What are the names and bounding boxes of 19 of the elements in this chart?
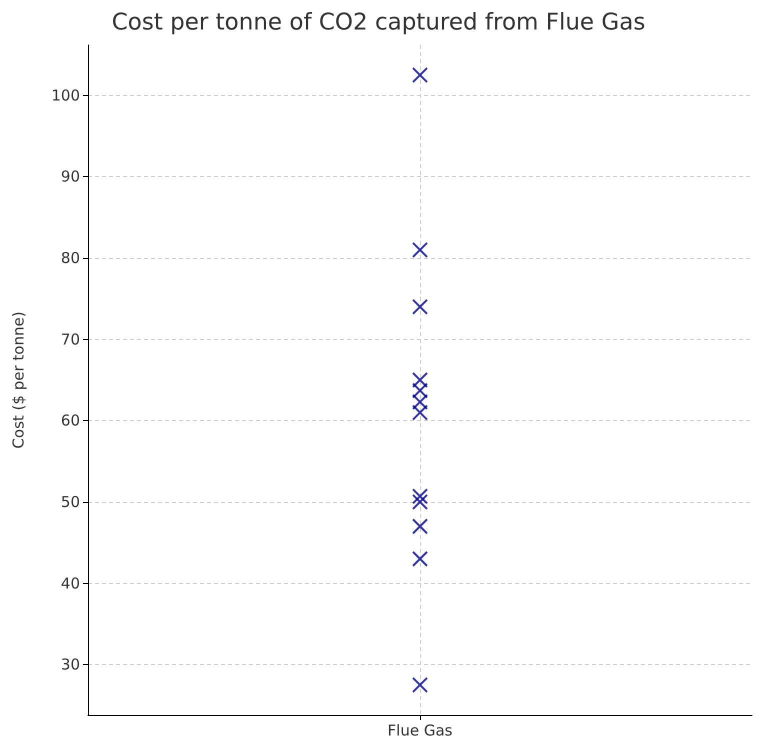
point (412, 242, 428, 258)
y-tick-label: 40 (60, 574, 80, 592)
y-tick-label: 80 (60, 249, 80, 268)
point (412, 67, 428, 84)
point (412, 298, 428, 315)
chart-title: Cost per tonne of CO2 captured from Flue Gas (112, 10, 646, 36)
y-tick-label: 100 (51, 86, 80, 104)
x-tick-label: Flue Gas (388, 722, 453, 740)
y-tick-label: 90 (60, 168, 80, 186)
point (412, 518, 428, 534)
y-axis-title: Cost ($ per tonne) (10, 311, 28, 449)
y-tick-label: 30 (60, 656, 80, 674)
point (412, 488, 428, 504)
y-tick-label: 70 (60, 330, 80, 348)
point (412, 494, 428, 510)
point (412, 550, 428, 567)
y-tick-label: 60 (60, 412, 80, 430)
point (412, 676, 428, 693)
y-tick-label: 50 (60, 492, 80, 511)
